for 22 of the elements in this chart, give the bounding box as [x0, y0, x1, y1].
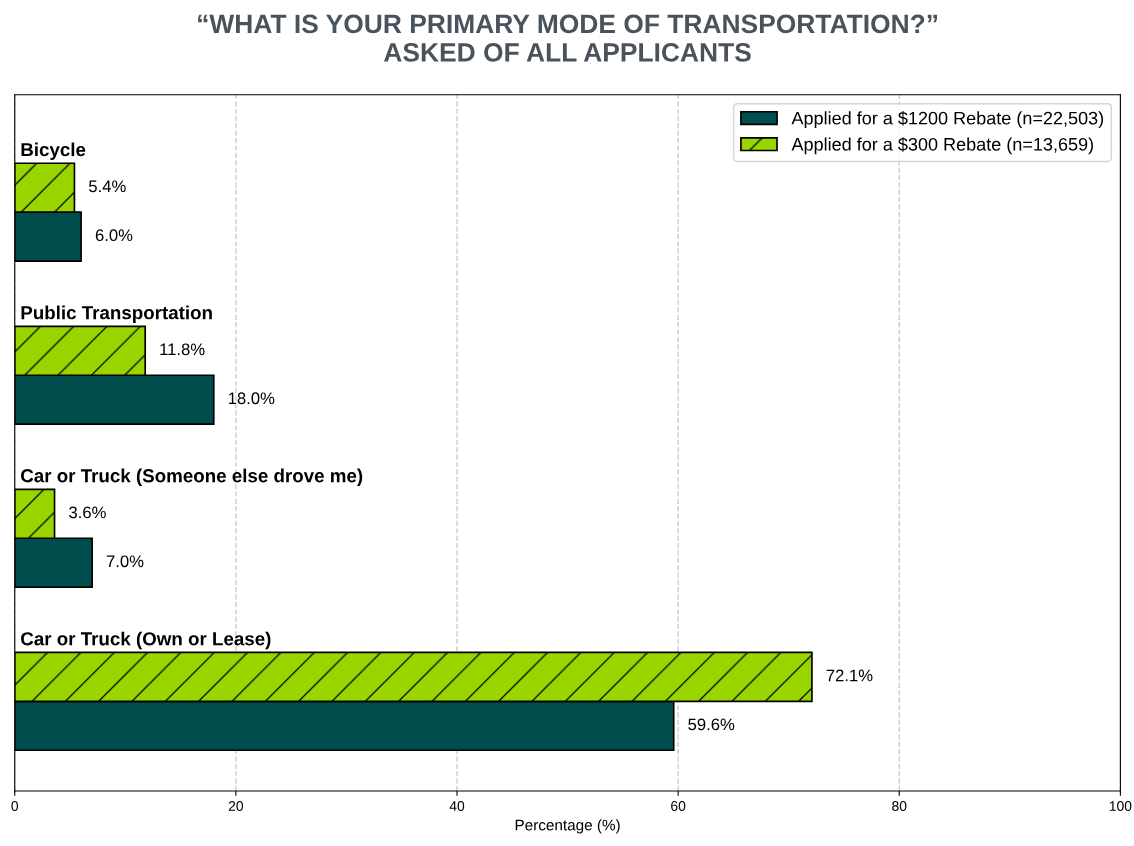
data-label: 59.6%	[688, 718, 735, 731]
data-label: 11.8%	[160, 343, 205, 356]
data-label: 3.6%	[69, 506, 106, 519]
data-label: 5.4%	[89, 180, 126, 193]
data-label: 72.1%	[826, 669, 873, 682]
x-tick-label: 60	[671, 801, 686, 811]
y-tick-label: Car or Truck (Own or Lease)	[21, 631, 271, 650]
x-tick-label: 100	[1109, 801, 1132, 811]
x-tick-label: 0	[11, 801, 19, 811]
x-axis-title: Percentage (%)	[515, 819, 620, 834]
legend-label: Applied for a $300 Rebate (n=13,659)	[791, 137, 1093, 155]
data-label: 6.0%	[95, 229, 133, 242]
legend-label: Applied for a $1200 Rebate (n=22,503)	[791, 111, 1104, 129]
chart-title: “WHAT IS YOUR PRIMARY MODE OF TRANSPORTATION?” ASKED OF ALL APPLICANTS	[198, 14, 938, 62]
data-label: 7.0%	[106, 555, 144, 568]
y-tick-label: Bicycle	[21, 142, 86, 160]
y-tick-label: Car or Truck (Someone else drove me)	[21, 468, 363, 487]
data-label: 18.0%	[228, 392, 275, 405]
y-tick-label: Public Transportation	[21, 305, 212, 324]
x-tick-label: 40	[449, 801, 465, 811]
x-tick-label: 20	[228, 801, 244, 811]
x-tick-label: 80	[892, 801, 907, 811]
